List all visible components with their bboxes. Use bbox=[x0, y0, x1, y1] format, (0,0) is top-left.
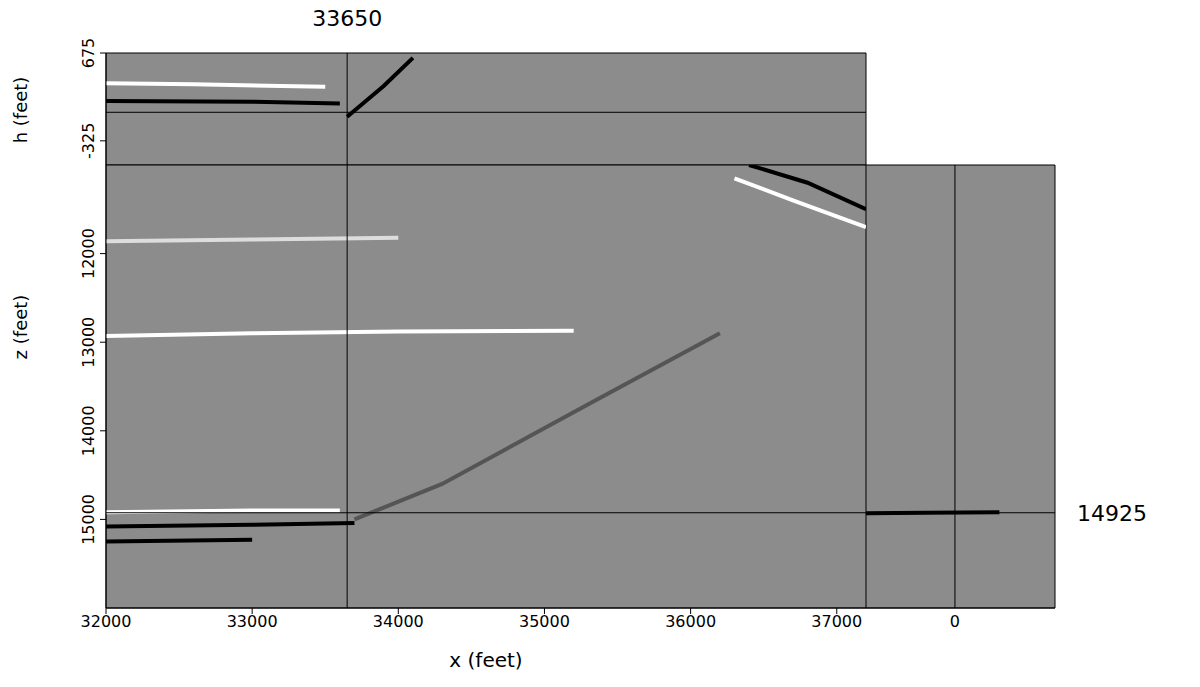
svg-text:35000: 35000 bbox=[519, 612, 570, 631]
svg-text:37000: 37000 bbox=[811, 612, 862, 631]
html-text:33650: 33650 bbox=[312, 6, 383, 31]
html-text:x (feet): x (feet) bbox=[449, 648, 523, 672]
svg-text:34000: 34000 bbox=[373, 612, 424, 631]
svg-text:13000: 13000 bbox=[79, 317, 98, 368]
svg-text:14000: 14000 bbox=[79, 405, 98, 456]
html-text:z (feet): z (feet) bbox=[9, 294, 31, 359]
svg-text:32000: 32000 bbox=[81, 612, 132, 631]
svg-text:12000: 12000 bbox=[79, 228, 98, 279]
svg-text:36000: 36000 bbox=[665, 612, 716, 631]
svg-text:0: 0 bbox=[950, 612, 960, 631]
html-text:14925: 14925 bbox=[1077, 500, 1147, 526]
svg-text:33000: 33000 bbox=[227, 612, 278, 631]
svg-text:15000: 15000 bbox=[79, 494, 98, 545]
html-text:h (feet): h (feet) bbox=[9, 76, 31, 144]
svg-text:675: 675 bbox=[79, 38, 98, 69]
svg-text:-325: -325 bbox=[79, 123, 98, 159]
